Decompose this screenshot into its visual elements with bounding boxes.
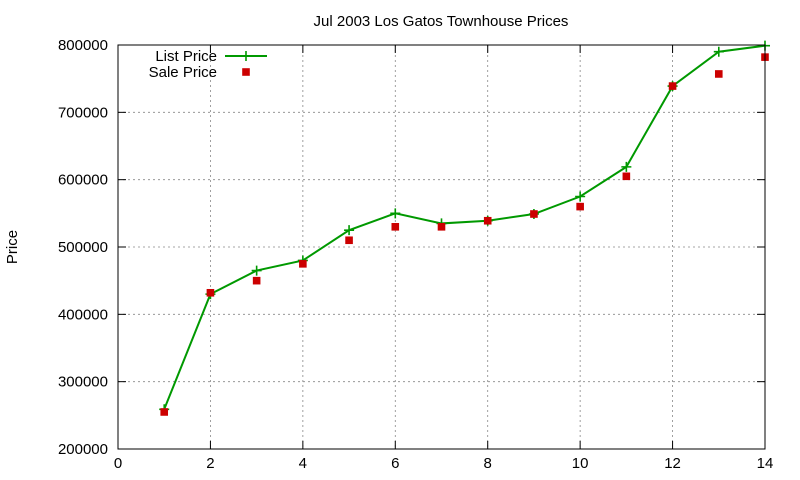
data-point <box>576 203 584 211</box>
y-tick-label: 800000 <box>58 37 108 54</box>
legend-label: Sale Price <box>149 64 217 81</box>
x-tick-label: 12 <box>664 455 681 472</box>
data-point <box>345 236 353 244</box>
plot-border <box>118 45 765 449</box>
y-tick-label: 300000 <box>58 374 108 391</box>
data-point <box>391 223 399 231</box>
x-tick-label: 14 <box>757 455 774 472</box>
data-point <box>623 173 631 181</box>
data-point <box>575 192 585 202</box>
y-tick-label: 600000 <box>58 172 108 189</box>
legend-marker <box>242 68 250 76</box>
data-point <box>621 162 631 172</box>
legend-label: List Price <box>155 48 217 65</box>
series-line <box>164 46 765 410</box>
y-tick-label: 700000 <box>58 104 108 121</box>
x-tick-label: 8 <box>484 455 492 472</box>
x-tick-label: 2 <box>206 455 214 472</box>
data-point <box>715 70 723 78</box>
chart-title: Jul 2003 Los Gatos Townhouse Prices <box>314 13 569 30</box>
data-point <box>253 277 261 285</box>
data-point <box>207 289 215 297</box>
plot-area <box>159 41 770 416</box>
data-point <box>390 208 400 218</box>
data-point <box>299 260 307 268</box>
y-tick-label: 200000 <box>58 441 108 458</box>
data-point <box>669 82 677 90</box>
data-point <box>252 266 262 276</box>
x-tick-label: 6 <box>391 455 399 472</box>
grid <box>118 45 765 449</box>
x-tick-label: 0 <box>114 455 122 472</box>
data-point <box>344 225 354 235</box>
series-sale-price <box>160 53 768 415</box>
y-tick-label: 500000 <box>58 239 108 256</box>
y-tick-label: 400000 <box>58 306 108 323</box>
data-point <box>438 223 446 231</box>
y-axis-label: Price <box>4 230 21 264</box>
data-point <box>484 217 492 225</box>
legend-marker <box>241 51 251 61</box>
data-point <box>530 210 538 218</box>
x-tick-label: 4 <box>299 455 307 472</box>
data-point <box>160 408 168 416</box>
x-tick-label: 10 <box>572 455 589 472</box>
series-list-price <box>159 41 770 415</box>
